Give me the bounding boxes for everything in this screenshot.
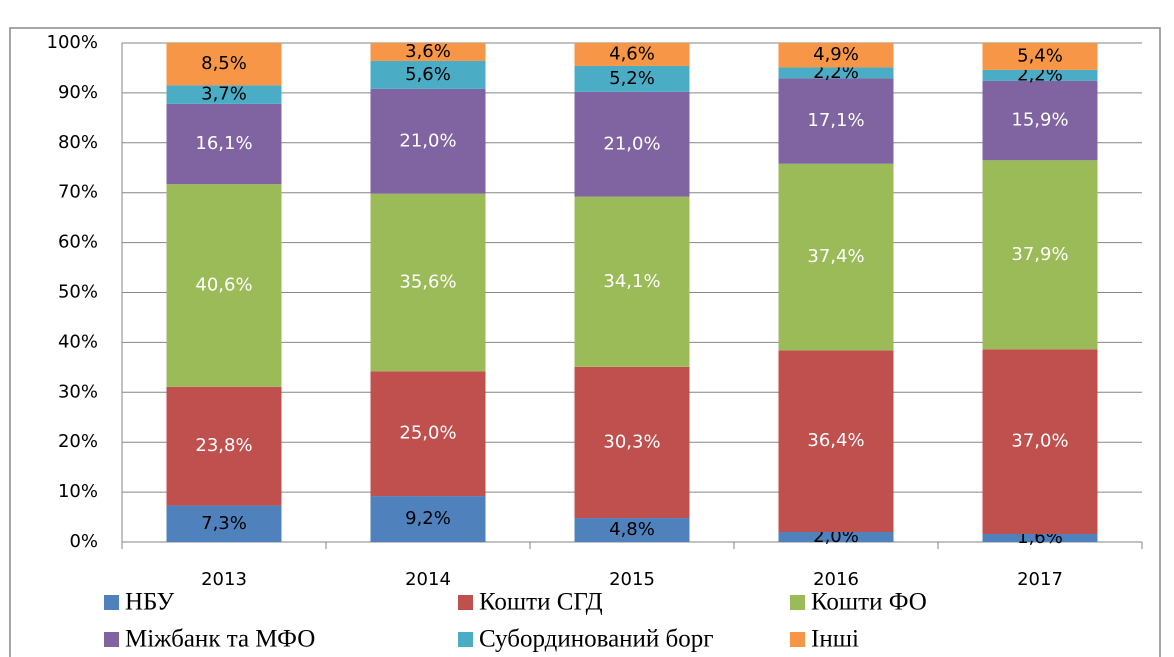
bar-segment <box>982 349 1098 535</box>
bar-segment <box>778 350 894 533</box>
legend-swatch <box>790 595 805 610</box>
y-tick-label: 10% <box>58 481 98 502</box>
data-label: 23,8% <box>195 435 252 456</box>
data-label: 16,1% <box>195 133 252 154</box>
bar-segment <box>166 386 282 506</box>
y-tick-label: 80% <box>58 132 98 153</box>
bar-segment <box>778 532 894 542</box>
bar-segment <box>982 534 1098 542</box>
legend-swatch <box>458 632 473 647</box>
legend-label: Інші <box>811 626 859 653</box>
bar-segment <box>370 496 486 542</box>
bar-segment <box>166 505 282 542</box>
data-label: 5,6% <box>405 64 451 85</box>
legend-label: НБУ <box>125 589 175 616</box>
data-label: 37,9% <box>1011 244 1068 265</box>
bar-segment <box>166 85 282 104</box>
legend-label: Кошти ФО <box>811 589 927 616</box>
x-tick-label: 2017 <box>1017 569 1063 590</box>
legend-swatch <box>790 632 805 647</box>
y-tick-label: 0% <box>69 531 98 552</box>
data-label: 9,2% <box>405 508 451 529</box>
bar-segment <box>982 160 1098 350</box>
bar-segment <box>574 91 690 197</box>
bar-segment <box>166 184 282 387</box>
data-label: 35,6% <box>399 272 456 293</box>
bar-segment <box>370 60 486 89</box>
data-label: 30,3% <box>603 431 660 452</box>
data-label: 15,9% <box>1011 110 1068 131</box>
data-label: 21,0% <box>603 133 660 154</box>
bar-segment <box>982 80 1098 161</box>
data-label: 36,4% <box>807 430 864 451</box>
bar-segment <box>166 103 282 185</box>
data-label: 40,6% <box>195 275 252 296</box>
y-tick-label: 30% <box>58 381 98 402</box>
legend-label: Субординований борг <box>479 626 714 653</box>
bar-segment <box>778 43 894 68</box>
legend-label: Кошти СГД <box>479 589 603 616</box>
bar-segment <box>370 193 486 372</box>
bar-segment <box>982 69 1098 81</box>
legend-swatch <box>104 595 119 610</box>
y-tick-label: 50% <box>58 282 98 303</box>
x-tick-label: 2014 <box>405 569 451 590</box>
bar-segment <box>574 196 690 367</box>
bar-segment <box>370 371 486 497</box>
bar-segment <box>574 518 690 542</box>
legend-swatch <box>458 595 473 610</box>
x-tick-label: 2015 <box>609 569 655 590</box>
bar-segment <box>778 163 894 351</box>
y-tick-label: 70% <box>58 182 98 203</box>
bar-segment <box>574 43 690 66</box>
data-label: 7,3% <box>201 513 247 534</box>
bar-segment <box>574 366 690 519</box>
bar-segment <box>778 78 894 164</box>
data-label: 5,2% <box>609 68 655 89</box>
data-label: 37,4% <box>807 246 864 267</box>
y-tick-label: 90% <box>58 82 98 103</box>
y-tick-label: 100% <box>47 32 98 53</box>
data-label: 4,9% <box>813 44 859 65</box>
bar-segment <box>370 88 486 194</box>
bar-segment <box>370 43 486 61</box>
data-label: 8,5% <box>201 53 247 74</box>
data-label: 5,4% <box>1017 45 1063 66</box>
bar-segment <box>166 43 282 86</box>
y-tick-label: 60% <box>58 232 98 253</box>
y-tick-label: 40% <box>58 331 98 352</box>
bar-segment <box>574 65 690 92</box>
x-tick-label: 2013 <box>201 569 247 590</box>
legend-swatch <box>104 632 119 647</box>
data-label: 3,7% <box>201 84 247 105</box>
data-label: 37,0% <box>1011 431 1068 452</box>
data-label: 4,6% <box>609 43 655 64</box>
data-label: 3,6% <box>405 41 451 62</box>
data-label: 21,0% <box>399 130 456 151</box>
y-tick-label: 20% <box>58 431 98 452</box>
x-tick-label: 2016 <box>813 569 859 590</box>
data-label: 4,8% <box>609 519 655 540</box>
frame <box>9 27 1161 657</box>
legend-label: Міжбанк та МФО <box>125 626 315 653</box>
bar-segment <box>982 43 1098 70</box>
data-label: 25,0% <box>399 423 456 444</box>
bar-segment <box>778 67 894 79</box>
data-label: 34,1% <box>603 271 660 292</box>
data-label: 17,1% <box>807 110 864 131</box>
